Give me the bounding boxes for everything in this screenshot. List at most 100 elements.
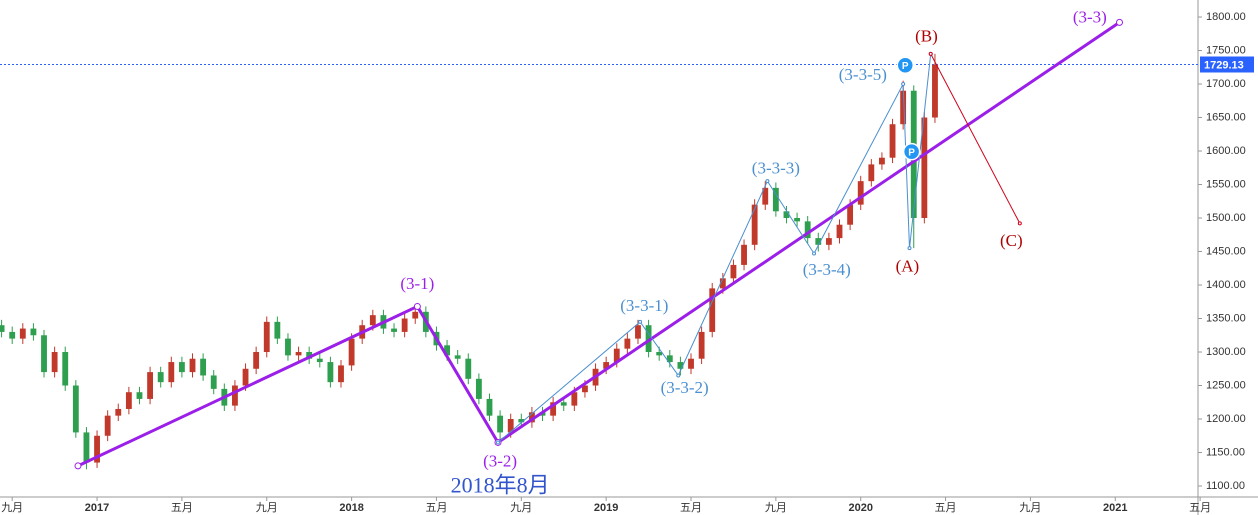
- candle-body: [83, 432, 90, 463]
- wave-annotation: (3-3-5): [839, 65, 887, 84]
- candle-body: [306, 352, 313, 359]
- x-tick-label: 2017: [85, 502, 109, 514]
- x-tick-label: 九月: [1, 501, 23, 514]
- candle-body: [465, 358, 472, 379]
- last-price-tag: [1200, 56, 1254, 73]
- wave-line: [77, 21, 1121, 468]
- candle-body: [210, 375, 217, 389]
- candle-body: [51, 352, 58, 373]
- wave-point: [812, 251, 817, 256]
- y-tick-label: 1700.00: [1206, 78, 1246, 90]
- y-tick-label: 1550.00: [1206, 178, 1246, 190]
- y-tick-label: 1750.00: [1206, 44, 1246, 56]
- candle-body: [9, 331, 16, 339]
- candle-body: [168, 362, 175, 383]
- wave-point: [74, 462, 82, 470]
- candle-body: [688, 358, 694, 369]
- wave-point: [413, 302, 421, 310]
- wave-line: [930, 53, 1021, 224]
- wave-annotation: (3-1): [400, 274, 434, 293]
- y-tick-label: 1350.00: [1206, 312, 1246, 324]
- candle-body: [815, 238, 822, 245]
- y-tick-label: 1100.00: [1206, 480, 1245, 492]
- candle-body: [804, 221, 811, 239]
- y-tick-label: 1800.00: [1206, 11, 1246, 23]
- candle-body: [253, 352, 260, 369]
- candle-body: [295, 352, 302, 356]
- wave-point: [676, 373, 681, 378]
- position-marker: [896, 56, 915, 75]
- wave-annotation: (3-2): [483, 451, 517, 470]
- wave-point: [765, 179, 770, 184]
- candle-body: [900, 90, 907, 125]
- candle-body: [889, 124, 896, 158]
- candle-body: [30, 328, 37, 336]
- wave-point: [1116, 18, 1124, 26]
- candle-body: [571, 392, 578, 406]
- candle-body: [327, 362, 334, 383]
- wave-annotation: (3-3-1): [620, 296, 668, 315]
- candle-body: [762, 187, 769, 205]
- plot-background: [0, 0, 1198, 497]
- candle-body: [115, 408, 122, 416]
- candle-body: [709, 288, 716, 332]
- candle-body: [486, 398, 493, 416]
- candle-body: [613, 348, 620, 363]
- wave-point: [495, 440, 500, 445]
- candle-body: [104, 415, 111, 436]
- candle-body: [857, 181, 864, 205]
- x-tick-label: 五月: [425, 502, 447, 514]
- wave-annotation: (3-3-2): [661, 378, 709, 397]
- y-tick-label: 1500.00: [1206, 212, 1246, 224]
- candle-body: [475, 378, 482, 399]
- candle-body: [72, 385, 79, 433]
- candle-body: [125, 392, 132, 409]
- y-tick-label: 1600.00: [1206, 145, 1246, 157]
- candle-body: [582, 385, 588, 393]
- wave-annotation: (3-3-3): [752, 159, 800, 178]
- candle-body: [624, 338, 631, 349]
- wave-point: [907, 246, 912, 251]
- candle-body: [666, 355, 673, 363]
- candle-body: [391, 328, 397, 332]
- candle-body: [497, 415, 504, 433]
- x-tick-label: 九月: [1019, 501, 1041, 514]
- y-tick-label: 1150.00: [1206, 446, 1245, 458]
- candle-body: [603, 362, 610, 369]
- candle-body: [263, 321, 270, 353]
- candle-body: [444, 345, 450, 356]
- candle-body: [932, 64, 938, 118]
- candle-body: [94, 435, 100, 463]
- candle-body: [242, 368, 249, 386]
- candle-body: [232, 385, 238, 406]
- candle-body: [730, 264, 737, 279]
- position-marker-label: P: [908, 147, 915, 158]
- candle-body: [274, 321, 281, 339]
- x-tick-label: 2018: [339, 502, 363, 514]
- wave-annotation: (A): [896, 257, 920, 276]
- position-marker: [902, 142, 921, 161]
- candle-body: [825, 238, 832, 245]
- wave-point: [638, 319, 643, 324]
- candle-body: [41, 335, 47, 373]
- wave-annotation: (3-3): [1073, 7, 1107, 26]
- x-tick-label: 九月: [256, 501, 278, 514]
- candle-body: [847, 204, 854, 225]
- wave-annotation: 2018年8月: [451, 472, 550, 497]
- candle-body: [507, 419, 514, 433]
- x-tick-label: 五月: [171, 502, 193, 514]
- candle-body: [178, 362, 185, 373]
- candle-body: [560, 402, 567, 406]
- candle-body: [741, 244, 747, 265]
- candle-body: [550, 402, 557, 416]
- candle-body: [62, 352, 69, 386]
- candle-body: [635, 325, 641, 339]
- candle-body: [189, 358, 196, 373]
- candle-body: [751, 204, 758, 245]
- y-tick-label: 1250.00: [1206, 379, 1246, 391]
- wave-annotation: (B): [915, 27, 938, 46]
- x-tick-label: 九月: [765, 501, 787, 514]
- candle-body: [19, 328, 26, 339]
- candle-body: [772, 187, 779, 212]
- y-tick-label: 1400.00: [1206, 279, 1246, 291]
